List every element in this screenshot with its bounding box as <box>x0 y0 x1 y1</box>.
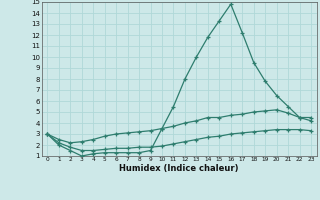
X-axis label: Humidex (Indice chaleur): Humidex (Indice chaleur) <box>119 164 239 173</box>
